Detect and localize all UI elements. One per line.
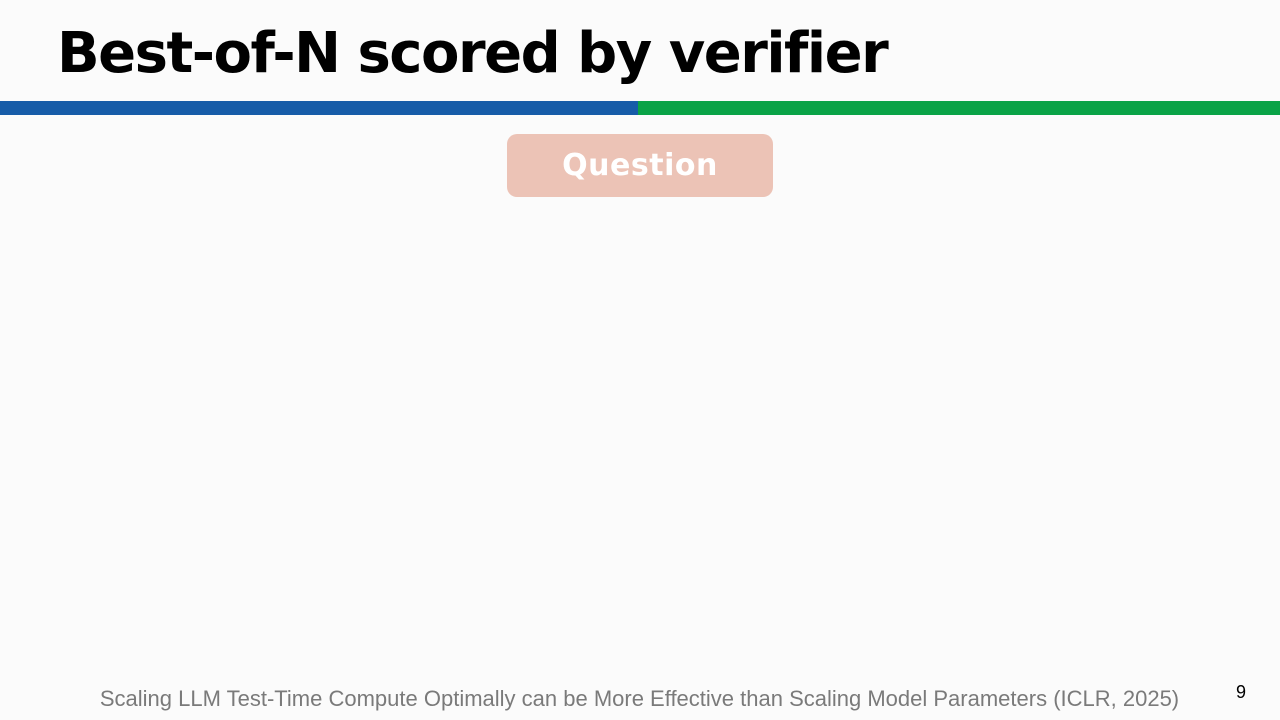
- slide-title: Best-of-N scored by verifier: [57, 21, 889, 86]
- citation-text: Scaling LLM Test-Time Compute Optimally …: [99, 686, 1180, 711]
- question-box: Question: [507, 134, 773, 197]
- page-number: 9: [1236, 682, 1247, 702]
- question-label: Question: [562, 148, 718, 183]
- divider-left-segment: [0, 101, 638, 115]
- divider-right-segment: [638, 101, 1280, 115]
- citation-footer: Scaling LLM Test-Time Compute Optimally …: [0, 686, 1280, 712]
- title-divider: [0, 101, 1280, 115]
